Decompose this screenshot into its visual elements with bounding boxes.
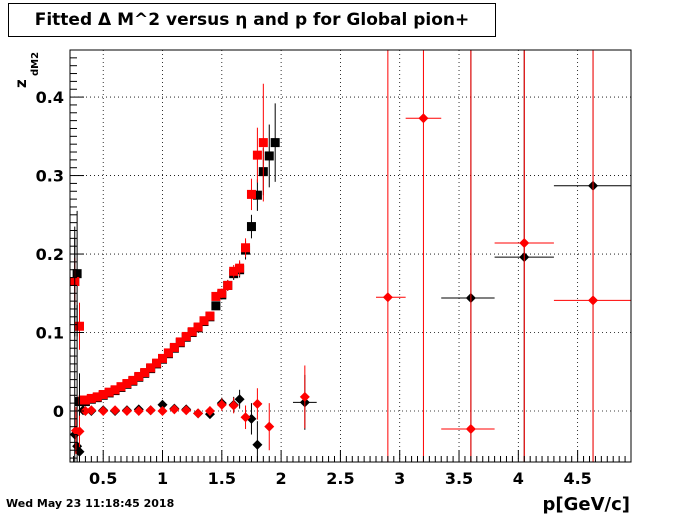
- data-point-square: [223, 280, 233, 290]
- data-point-square: [140, 368, 150, 378]
- data-point-square: [98, 390, 108, 400]
- data-point-square: [252, 190, 262, 200]
- data-point-square: [158, 353, 168, 363]
- data-point-square: [74, 321, 84, 331]
- data-point-diamond: [418, 113, 429, 124]
- x-tick-label: 3.5: [445, 469, 473, 488]
- data-point-square: [86, 393, 96, 403]
- y-tick-label: 0.1: [36, 324, 64, 343]
- data-point-diamond: [145, 405, 156, 416]
- x-tick-label: 1: [157, 469, 168, 488]
- timestamp: Wed May 23 11:18:45 2018: [6, 497, 175, 510]
- data-point-diamond: [216, 399, 227, 410]
- y-tick-label: 0.3: [36, 167, 64, 186]
- data-point-square: [104, 387, 114, 397]
- y-tick-label: 0.4: [36, 88, 64, 107]
- y-axis-label-subscript: dM2: [30, 52, 41, 76]
- y-tick-label: 0: [53, 402, 64, 421]
- chart-title-box: Fitted Δ M^2 versus η and p for Global p…: [8, 3, 496, 37]
- data-point-square: [193, 322, 203, 332]
- data-point-square: [134, 371, 144, 381]
- grid: [70, 50, 631, 462]
- data-point-square: [72, 269, 82, 279]
- x-tick-label: 1.5: [208, 469, 236, 488]
- data-point-diamond: [228, 400, 239, 411]
- x-tick-label: 4: [513, 469, 524, 488]
- data-point-diamond: [193, 408, 204, 419]
- data-point-diamond: [74, 446, 85, 457]
- data-point-diamond: [157, 405, 168, 416]
- y-tick-label: 0.2: [36, 245, 64, 264]
- plot-frame: [69, 49, 632, 463]
- data-point-diamond: [252, 439, 263, 450]
- data-point-diamond: [382, 292, 393, 303]
- data-point-square: [146, 363, 156, 373]
- data-point-diamond: [181, 405, 192, 416]
- data-point-diamond: [204, 405, 215, 416]
- data-point-diamond: [519, 238, 530, 249]
- data-point-square: [246, 189, 256, 199]
- data-point-square: [270, 138, 280, 148]
- data-point-square: [241, 243, 251, 253]
- data-point-diamond: [133, 405, 144, 416]
- data-point-diamond: [264, 421, 275, 432]
- x-tick-label: 4.5: [563, 469, 591, 488]
- data-point-diamond: [252, 398, 263, 409]
- data-point-square: [252, 150, 262, 160]
- data-point-diamond: [169, 404, 180, 415]
- axes: 0.5 1 1.5 2 2.5 3 3.5 4 4.5 0 0.1 0.2 0.3 0.4: [36, 49, 632, 488]
- x-axis-label: p[GeV/c]: [543, 494, 631, 514]
- data-point-square: [169, 342, 179, 352]
- data-point-square: [235, 263, 245, 273]
- data-point-square: [116, 382, 126, 392]
- data-point-diamond: [80, 405, 91, 416]
- data-point-square: [128, 375, 138, 385]
- data-point-diamond: [121, 405, 132, 416]
- data-point-diamond: [299, 391, 310, 402]
- data-point-square: [217, 288, 227, 298]
- x-tick-label: 2: [276, 469, 287, 488]
- data-point-square: [211, 301, 221, 311]
- data-point-diamond: [588, 295, 599, 306]
- data-point-square: [152, 358, 162, 368]
- data-point-square: [264, 151, 274, 161]
- data-point-square: [122, 379, 132, 389]
- data-points: [69, 50, 631, 462]
- data-point-square: [211, 291, 221, 301]
- data-point-diamond: [98, 405, 109, 416]
- data-point-square: [187, 327, 197, 337]
- data-point-diamond: [240, 412, 251, 423]
- data-point-diamond: [86, 405, 97, 416]
- data-point-square: [80, 395, 90, 405]
- x-tick-label: 3: [394, 469, 405, 488]
- data-point-square: [199, 316, 209, 326]
- data-point-square: [246, 222, 256, 232]
- data-point-square: [92, 392, 102, 402]
- data-point-square: [175, 337, 185, 347]
- y-axis-label: z: [12, 79, 30, 88]
- data-point-square: [110, 385, 120, 395]
- data-point-square: [163, 348, 173, 358]
- data-point-square: [258, 138, 268, 148]
- data-point-square: [229, 266, 239, 276]
- data-point-diamond: [465, 424, 476, 435]
- x-tick-label: 0.5: [89, 469, 117, 488]
- chart-title: Fitted Δ M^2 versus η and p for Global p…: [34, 10, 470, 30]
- x-tick-label: 2.5: [326, 469, 354, 488]
- data-point-diamond: [234, 394, 245, 405]
- data-point-square: [181, 331, 191, 341]
- data-point-square: [205, 311, 215, 321]
- data-point-diamond: [74, 426, 85, 437]
- data-point-diamond: [157, 399, 168, 410]
- data-point-diamond: [110, 405, 121, 416]
